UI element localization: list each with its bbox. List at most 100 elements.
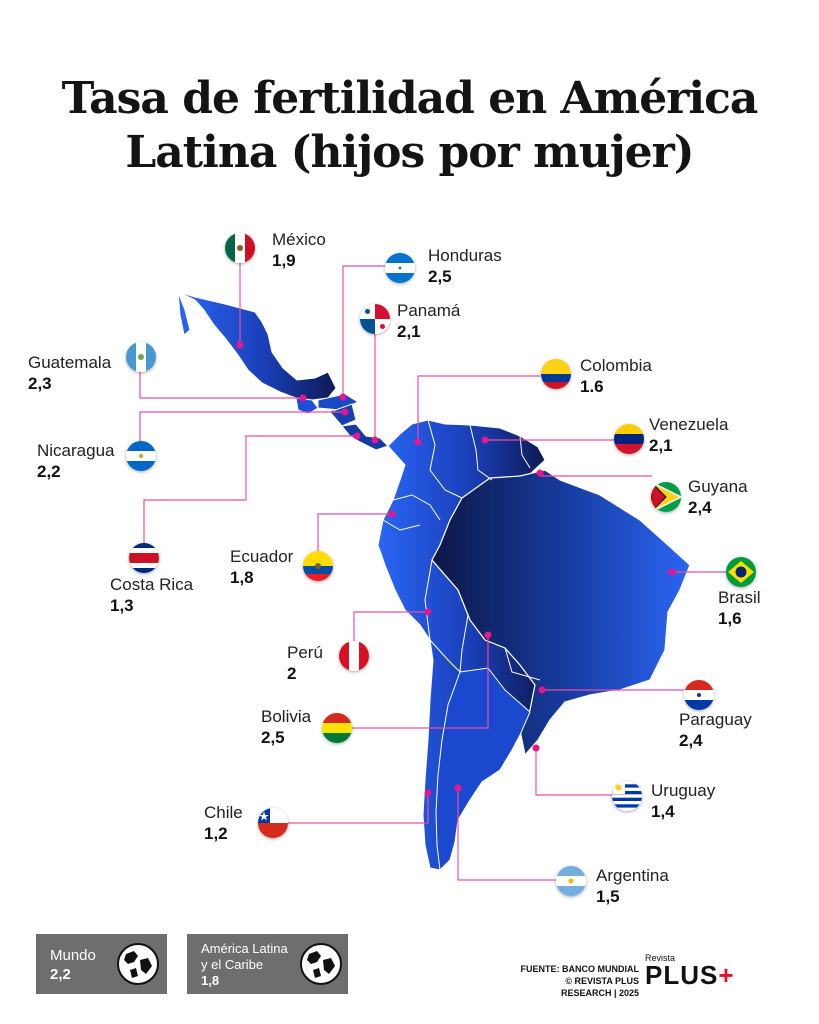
country-value: 1,9: [272, 251, 296, 270]
label-paraguay: Paraguay 2,4: [679, 710, 752, 752]
country-value: 1,8: [230, 568, 254, 587]
world-name: Mundo: [50, 947, 96, 964]
leader-lines: [139, 262, 726, 881]
marker-guyana: [536, 469, 544, 477]
source-credit: FUENTE: BANCO MUNDIAL © REVISTA PLUS RES…: [515, 963, 640, 999]
label-honduras: Honduras 2,5: [428, 246, 502, 288]
world-value: 2,2: [50, 966, 71, 983]
page-title: Tasa de fertilidad en América Latina (hi…: [0, 72, 819, 180]
country-value: 2,2: [37, 462, 61, 481]
marker-bolivia: [484, 631, 492, 639]
latam-value: 1,8: [201, 973, 220, 988]
label-peru: Perú 2: [287, 643, 323, 685]
latam-summary-box: América Latina y el Caribe 1,8: [187, 934, 348, 994]
country-name: Panamá: [397, 301, 461, 320]
label-ecuador: Ecuador 1,8: [230, 547, 293, 589]
country-value: 2,3: [28, 374, 52, 393]
argentina-flag-icon: [556, 866, 586, 896]
country-value: 2,1: [649, 436, 673, 455]
bolivia-flag-icon: [322, 713, 352, 743]
country-name: Venezuela: [649, 415, 729, 434]
leader-nicaragua: [139, 411, 345, 444]
country-value: 1.6: [580, 377, 604, 396]
label-guyana: Guyana 2,4: [688, 477, 748, 519]
leader-guyana: [539, 473, 652, 477]
brazil-shape: [431, 469, 691, 757]
label-costa-rica: Costa Rica 1,3: [110, 575, 193, 617]
label-mexico: México 1,9: [272, 230, 326, 272]
ecuador-flag-icon: [303, 551, 333, 581]
guatemala-shape: [295, 397, 319, 415]
label-uruguay: Uruguay 1,4: [651, 781, 715, 823]
label-brazil: Brasil 1,6: [718, 588, 761, 630]
honduras-flag-icon: [385, 253, 415, 283]
leader-ecuador: [317, 513, 392, 555]
brand-mark: +: [718, 960, 735, 990]
latam-name-line2: y el Caribe: [201, 957, 264, 972]
country-value: 1,5: [596, 887, 620, 906]
title-line-2: Latina (hijos por mujer): [125, 127, 694, 178]
colombia-flag-icon: [541, 359, 571, 389]
country-name: Bolivia: [261, 707, 312, 726]
brand-name: PLUS: [645, 960, 719, 990]
country-name: Perú: [287, 643, 323, 662]
country-name: Brasil: [718, 588, 761, 607]
leader-guatemala: [139, 360, 303, 399]
costa-rica-panama-shape: [341, 423, 389, 451]
label-guatemala: Guatemala 2,3: [28, 353, 111, 395]
country-value: 1,3: [110, 596, 134, 615]
country-name: Paraguay: [679, 710, 752, 729]
leader-uruguay: [535, 748, 612, 796]
marker-panama: [371, 436, 379, 444]
country-value: 1,2: [204, 824, 228, 843]
nicaragua-shape: [329, 403, 357, 427]
panama-flag-icon: [360, 304, 390, 334]
country-name: Guyana: [688, 477, 748, 496]
country-value: 1,6: [718, 609, 742, 628]
label-argentina: Argentina 1,5: [596, 866, 669, 908]
brand-small: Revista: [645, 953, 676, 963]
label-colombia: Colombia 1.6: [580, 356, 652, 398]
country-name: Costa Rica: [110, 575, 194, 594]
country-name: Chile: [204, 803, 243, 822]
leader-chile: [288, 793, 429, 824]
country-value: 1,4: [651, 802, 675, 821]
brand-logo: Revista PLUS+: [645, 953, 735, 989]
mexico-shape: [177, 291, 337, 401]
brazil-flag-icon: [726, 557, 756, 587]
country-name: México: [272, 230, 326, 249]
label-panama: Panamá 2,1: [397, 301, 460, 343]
guatemala-flag-icon: [126, 342, 156, 372]
country-name: Ecuador: [230, 547, 294, 566]
country-name: Argentina: [596, 866, 669, 885]
source-line-1: FUENTE: BANCO MUNDIAL: [520, 964, 640, 974]
country-value: 2,5: [428, 267, 452, 286]
country-value: 2,4: [688, 498, 712, 517]
country-value: 2,5: [261, 728, 285, 747]
marker-guatemala: [299, 394, 307, 402]
leader-bolivia: [352, 635, 489, 729]
country-value: 2: [287, 664, 297, 683]
leader-honduras: [342, 265, 386, 397]
marker-uruguay: [532, 744, 540, 752]
marker-costa-rica: [353, 432, 361, 440]
country-name: Guatemala: [28, 353, 112, 372]
marker-chile: [424, 789, 432, 797]
venezuela-flag-icon: [614, 424, 644, 454]
country-value: 2,4: [679, 731, 703, 750]
paraguay-flag-icon: [684, 680, 714, 710]
leader-peru: [353, 611, 428, 642]
marker-brazil: [668, 568, 676, 576]
marker-honduras: [339, 393, 347, 401]
guyana-flag-icon: [651, 482, 681, 512]
mexico-flag-icon: [225, 233, 255, 263]
marker-nicaragua: [341, 408, 349, 416]
leader-costa-rica: [143, 435, 357, 545]
globe-icon: [117, 943, 159, 985]
marker-peru: [424, 608, 432, 616]
country-name: Honduras: [428, 246, 502, 265]
marker-paraguay: [538, 686, 546, 694]
title-line-1: Tasa de fertilidad en América: [61, 73, 759, 124]
costa-rica-flag-icon: [129, 543, 159, 573]
